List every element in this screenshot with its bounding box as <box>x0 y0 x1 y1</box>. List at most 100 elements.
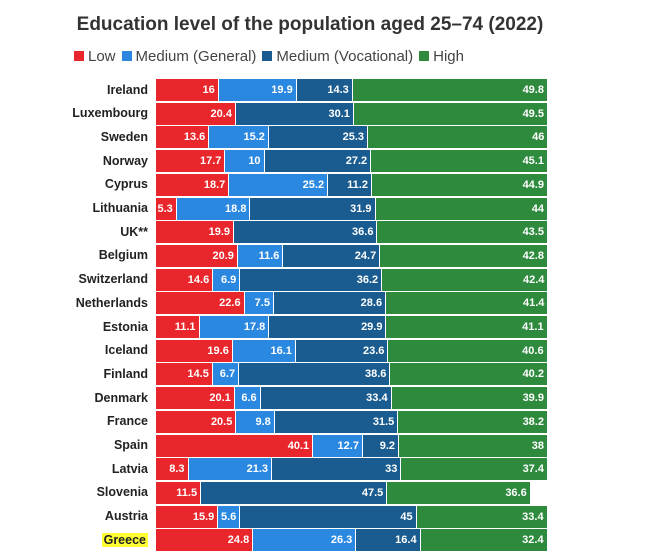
bar-segment <box>156 339 233 362</box>
data-label: 45.1 <box>522 155 544 168</box>
bar-segment <box>416 505 548 528</box>
bar-segment <box>236 410 275 433</box>
data-label: 41.1 <box>522 321 544 333</box>
data-label: 18.8 <box>225 202 247 215</box>
legend-label: Medium (Vocational) <box>276 47 414 65</box>
category-label-text: Ireland <box>107 82 148 97</box>
bar-segment <box>213 268 241 291</box>
category-label: Norway <box>0 150 148 174</box>
legend-item-medium-general: Medium (General) <box>121 47 257 65</box>
bar-segment <box>273 292 387 315</box>
bar-segment <box>388 339 548 362</box>
category-label: Estonia <box>0 316 148 340</box>
bar-segment <box>268 126 369 149</box>
data-label: 20.5 <box>210 415 233 428</box>
bar-segment <box>382 268 549 291</box>
bar-segment <box>156 387 235 410</box>
data-label: 19.9 <box>271 84 293 96</box>
bar-segment <box>209 126 269 149</box>
data-label: 37.4 <box>522 463 544 476</box>
data-label: 19.9 <box>208 226 230 239</box>
data-label: 33.4 <box>522 510 544 523</box>
data-label: 16 <box>202 84 215 96</box>
category-label-text: Finland <box>103 366 148 381</box>
legend-swatch <box>419 51 430 61</box>
legend-swatch <box>74 51 84 61</box>
bar-segment <box>237 244 284 267</box>
data-label: 11.1 <box>174 321 196 333</box>
data-label: 14.6 <box>187 273 210 286</box>
bar-segment <box>352 79 548 101</box>
category-label-text: Switzerland <box>78 272 148 287</box>
legend: Low Medium (General) Medium (Vocational) Hi… <box>74 46 470 66</box>
data-label: 24.7 <box>354 249 377 262</box>
data-label: 40.1 <box>287 439 310 452</box>
data-label: 25.3 <box>342 131 365 144</box>
data-label: 43.5 <box>522 226 544 239</box>
category-label: France <box>0 410 148 434</box>
data-label: 38 <box>531 439 544 452</box>
data-label: 41.4 <box>522 297 545 310</box>
bar-segment <box>188 458 273 481</box>
legend-swatch <box>121 51 132 61</box>
bar-segment <box>234 387 261 410</box>
data-label: 11.6 <box>258 249 280 262</box>
bar-segment <box>313 434 363 457</box>
bar-segment <box>377 221 548 244</box>
category-label: Cyprus <box>0 173 148 197</box>
legend-swatch <box>262 51 273 61</box>
data-label: 20.9 <box>212 249 234 262</box>
bar-segment <box>234 221 378 244</box>
legend-label: Medium (General) <box>135 47 257 65</box>
data-label: 9.8 <box>255 415 271 428</box>
bar-segment <box>176 197 251 220</box>
bar-segment <box>240 268 383 291</box>
category-label: Switzerland <box>0 268 148 292</box>
data-label: 19.6 <box>207 344 229 357</box>
bar-segment <box>229 173 329 196</box>
bar-segment <box>156 481 202 504</box>
data-label: 49.8 <box>522 84 544 96</box>
bar-segment <box>156 221 234 244</box>
bar-segment <box>272 458 402 481</box>
data-label: 9.2 <box>379 439 396 452</box>
bar-segment <box>156 529 254 552</box>
category-label: Ireland <box>0 79 148 103</box>
legend-label: High <box>433 47 464 65</box>
data-label: 11.5 <box>176 486 198 499</box>
bar-segment <box>218 79 297 101</box>
bar-segment <box>199 316 270 338</box>
bar-segment <box>296 79 353 101</box>
data-label: 39.9 <box>522 392 544 405</box>
data-label: 28.6 <box>360 297 383 310</box>
bar-segment <box>375 197 548 220</box>
category-label: Greece <box>0 529 148 553</box>
bar-segment <box>218 505 241 528</box>
bar-segment <box>225 150 265 173</box>
category-label: Luxembourg <box>0 102 148 126</box>
bar-segment <box>401 458 548 481</box>
data-label: 44 <box>531 202 544 215</box>
data-label: 12.7 <box>337 439 359 452</box>
data-label: 30.1 <box>328 107 350 120</box>
data-label: 33 <box>385 463 398 476</box>
category-label-text: Luxembourg <box>72 106 148 121</box>
bar-segment <box>156 102 236 125</box>
data-label: 10 <box>248 155 261 168</box>
data-label: 26.3 <box>330 534 353 547</box>
bar-segment <box>156 434 314 457</box>
category-label-text: Spain <box>113 438 148 452</box>
bar-segment <box>212 363 240 386</box>
bar-segment <box>240 505 417 528</box>
data-label: 36.6 <box>352 226 374 239</box>
data-label: 11.2 <box>347 178 368 191</box>
category-label: Belgium <box>0 244 148 268</box>
category-label: Latvia <box>0 458 148 482</box>
data-label: 27.2 <box>345 155 368 168</box>
data-label: 36.6 <box>505 486 527 499</box>
bar-segment <box>387 481 531 504</box>
data-label: 5.3 <box>157 202 173 215</box>
data-label: 46 <box>532 131 545 144</box>
bar-segment <box>260 387 392 410</box>
